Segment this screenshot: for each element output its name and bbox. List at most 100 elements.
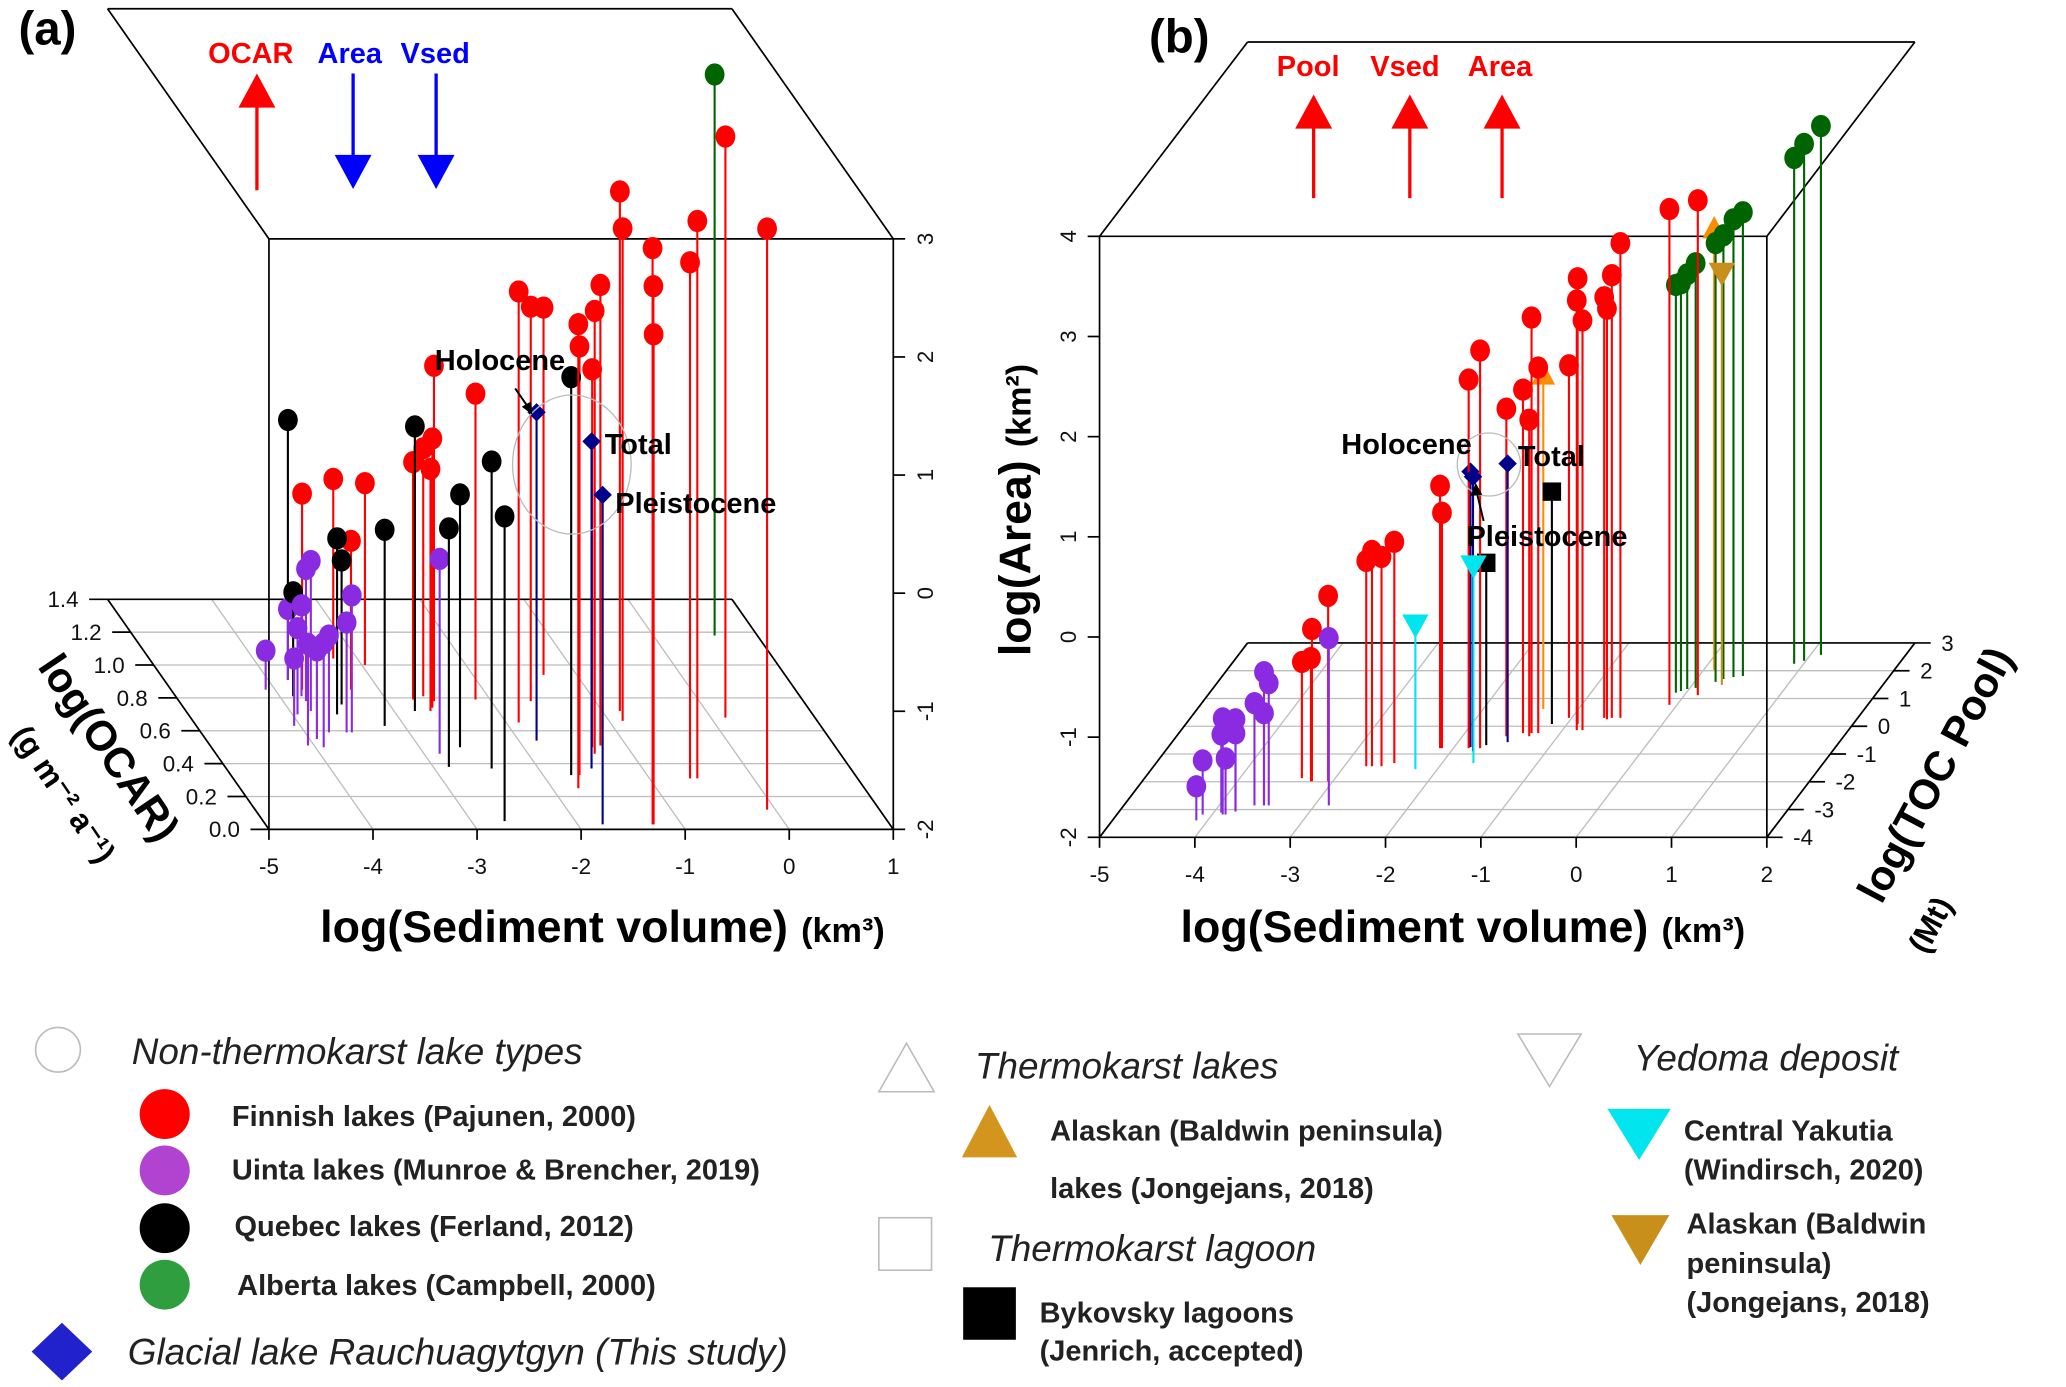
plot-box-edge <box>731 8 894 240</box>
data-point <box>1463 467 1483 486</box>
x-axis-title-b: log(Sediment volume) (km³) <box>1181 903 1746 952</box>
arrow-label-area: Area <box>1468 51 1533 83</box>
highlight-circle <box>1456 432 1522 497</box>
legend-marker-circle-icon <box>139 1145 190 1196</box>
data-point <box>520 295 541 318</box>
plot-box-edge <box>106 598 270 830</box>
z-tick-label: -1 <box>913 701 938 721</box>
y-tick-label: 0.4 <box>163 752 194 777</box>
x-tick-label: -1 <box>1471 862 1491 887</box>
z-tick-label: 3 <box>1056 330 1081 342</box>
data-point <box>527 403 546 422</box>
legend-marker-triangle-down-icon <box>1607 1108 1671 1160</box>
data-point <box>561 365 582 389</box>
x-tick-label: -2 <box>571 854 591 879</box>
data-point <box>584 299 605 323</box>
x-tick-label: 1 <box>1665 862 1677 887</box>
annotation-pleistocene-b: Pleistocene <box>1466 521 1627 553</box>
plot-box-edge <box>731 598 894 830</box>
data-point <box>323 467 344 491</box>
y-axis-unit-b: (Mt) <box>1901 891 1960 959</box>
arrow-up-icon <box>1391 94 1429 199</box>
floor-grid-line <box>627 598 790 830</box>
y-tick-label: 1.4 <box>47 587 78 612</box>
data-point <box>1371 545 1392 569</box>
arrow-up-icon <box>238 73 276 191</box>
legend-item-label: Alaskan (Baldwin peninsula) <box>1050 1115 1443 1147</box>
legend-group-title: Yedoma deposit <box>1634 1038 1900 1079</box>
data-point <box>300 549 321 573</box>
data-point <box>327 527 347 550</box>
floor-grid-line <box>1575 642 1725 838</box>
data-point <box>1384 530 1405 553</box>
data-point <box>1302 617 1322 641</box>
z-tick-label: -1 <box>1056 727 1081 747</box>
z-tick-label: 2 <box>913 351 938 363</box>
arrow-label-vsed: Vsed <box>1370 51 1439 83</box>
data-point <box>1356 549 1377 573</box>
legend-marker-triangle-down-icon <box>1611 1215 1670 1265</box>
data-point <box>465 382 486 405</box>
arrow-label-ocar: OCAR <box>208 38 293 70</box>
legend-marker-circle-icon <box>139 1089 190 1139</box>
x-tick-label: -1 <box>675 854 695 879</box>
data-point <box>429 547 450 571</box>
data-point <box>1665 273 1686 297</box>
data-point <box>1186 775 1207 798</box>
legend-item-label: peninsula) <box>1687 1248 1832 1280</box>
plot-box-edge <box>1098 642 1249 838</box>
data-point <box>1610 231 1631 255</box>
data-point <box>1215 747 1236 770</box>
data-point <box>1496 397 1517 420</box>
data-point <box>481 450 502 473</box>
legend-item-label: lakes (Jongejans, 2018) <box>1050 1173 1374 1205</box>
data-point <box>422 427 443 450</box>
annotation-holocene-b: Holocene <box>1341 429 1471 461</box>
open-square-icon <box>878 1216 933 1272</box>
annotation-arrow-icon <box>514 387 533 415</box>
y-axis-title-b: log(TOC Pool) <box>1848 639 2022 909</box>
data-point <box>1432 501 1452 524</box>
z-tick-label: 0 <box>1056 631 1081 643</box>
data-point <box>1212 707 1233 730</box>
annotation-arrow-icon <box>1470 482 1485 522</box>
legend-item-label: Glacial lake Rauchuagytgyn (This study) <box>128 1332 788 1373</box>
floor-grid-line <box>1670 642 1821 838</box>
z-tick-label: -2 <box>1056 827 1081 847</box>
x-tick-label: -3 <box>467 854 487 879</box>
z-tick-label: -2 <box>913 819 938 839</box>
data-point <box>1559 354 1579 377</box>
data-point <box>1705 231 1726 255</box>
panel-a-trend-arrows: OCAR Area Vsed <box>208 38 470 191</box>
panel-a-label: (a) <box>18 3 76 56</box>
data-point <box>1258 672 1279 695</box>
data-point <box>1566 289 1587 312</box>
plot-box-edge <box>1766 41 1916 237</box>
data-point <box>420 457 441 481</box>
panel-a-chart: (a) OCAR Area Vsed -5 -4 -3 -2 -1 0 1 -2 -1 0 1 2 3 0… <box>5 3 938 952</box>
data-point <box>1687 189 1708 212</box>
legend: Non-thermokarst lake types Thermokarst l… <box>31 1026 1930 1381</box>
arrow-down-icon <box>417 73 455 189</box>
z-tick-label: 3 <box>913 233 938 245</box>
y-tick-label: 1 <box>1899 686 1911 711</box>
legend-item-label: (Windirsch, 2020) <box>1684 1155 1924 1187</box>
data-point <box>1567 267 1588 290</box>
data-point <box>278 408 298 432</box>
data-point <box>284 647 305 670</box>
y-tick-label: 0.2 <box>186 784 217 809</box>
legend-marker-circle-icon <box>139 1203 190 1254</box>
y-tick-label: 0.8 <box>117 686 148 711</box>
data-point <box>374 518 395 541</box>
arrow-up-icon <box>1483 94 1521 199</box>
annotation-total: Total <box>605 429 672 461</box>
legend-item-label: Quebec lakes (Ferland, 2012) <box>235 1211 634 1243</box>
legend-item-label: Bykovsky lagoons <box>1040 1298 1294 1330</box>
y-tick-label: -1 <box>1857 742 1877 767</box>
data-point <box>1519 408 1540 431</box>
y-tick-label: 1.0 <box>94 653 125 678</box>
data-point <box>292 482 312 505</box>
legend-item-label: Uinta lakes (Munroe & Brencher, 2019) <box>232 1155 760 1187</box>
x-tick-label: 1 <box>887 854 899 879</box>
legend-item-label: Alberta lakes (Campbell, 2000) <box>237 1270 656 1302</box>
